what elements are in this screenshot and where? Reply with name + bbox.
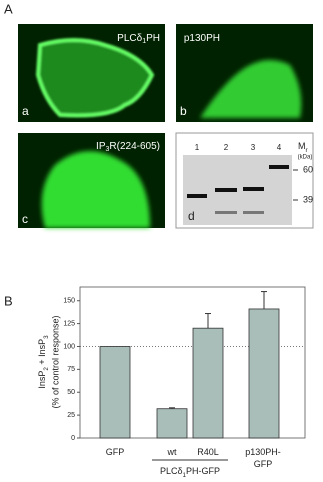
x-tick-label: GFP	[105, 447, 125, 457]
image-title-part: PH	[146, 33, 160, 44]
y-axis-label-part: 2	[43, 367, 50, 371]
y-tick-label: 100	[63, 343, 75, 350]
image-title-part: R(224-605)	[109, 141, 160, 152]
cell	[35, 38, 155, 118]
group-label-part: 1	[183, 472, 187, 479]
image-title-part: PLCδ	[117, 33, 142, 44]
mr-label: Mr	[298, 141, 308, 154]
image-letter: b	[180, 104, 187, 118]
band	[243, 211, 264, 214]
image-title-part: p130PH	[184, 33, 220, 44]
y-tick-label: 75	[67, 366, 75, 373]
band	[215, 188, 237, 192]
image-title-part: IP	[96, 141, 106, 152]
bar	[156, 408, 188, 439]
cell	[200, 60, 302, 118]
bar	[192, 327, 224, 439]
y-tick-label: 150	[63, 298, 75, 305]
lane-label: 3	[251, 143, 256, 152]
image-letter: a	[22, 104, 29, 118]
plot-frame	[79, 286, 306, 439]
image-title: IP3R(224-605)	[96, 141, 160, 154]
image-title: PLCδ1PH	[117, 33, 160, 46]
image-title-part: 1	[142, 38, 146, 45]
group-label-part: PLCδ	[160, 466, 183, 476]
lane-label: 4	[277, 143, 282, 152]
mr-label-part: M	[298, 141, 306, 151]
y-axis-label: (% of control response)	[50, 315, 60, 408]
bar	[99, 346, 131, 439]
x-tick-label: R40L	[197, 447, 219, 457]
band	[269, 165, 289, 169]
y-axis-label-part: + InsP	[37, 339, 47, 367]
band	[215, 211, 237, 214]
image-letter: c	[22, 212, 28, 226]
gel-letter: d	[188, 209, 195, 223]
band	[243, 187, 264, 191]
marker-label: 60	[303, 164, 313, 174]
band	[187, 194, 207, 198]
x-tick-label: wt	[167, 447, 177, 457]
x-tick-label: p130PH-GFP	[245, 447, 281, 469]
y-tick-label: 25	[67, 412, 75, 419]
lane-label: 2	[224, 143, 229, 152]
group-label: PLCδ1PH-GFP	[160, 466, 220, 479]
y-tick-label: 0	[71, 435, 75, 442]
panel-label: A	[4, 1, 13, 16]
y-axis-label: InsP2 + InsP3	[37, 335, 50, 389]
y-axis-label-part: 3	[43, 335, 50, 339]
bar	[248, 308, 280, 439]
group-label-part: PH-GFP	[186, 466, 220, 476]
mr-unit: (kDa)	[298, 155, 313, 161]
y-tick-label: 125	[63, 320, 75, 327]
mr-label-part: r	[306, 147, 308, 154]
panel-label: B	[4, 293, 13, 308]
lane-label: 1	[195, 143, 200, 152]
y-axis-label-part: InsP	[37, 371, 47, 389]
cell	[41, 151, 150, 228]
y-tick-label: 50	[67, 389, 75, 396]
image-title-part: 3	[106, 146, 110, 153]
image-title: p130PH	[184, 33, 220, 44]
marker-label: 39	[303, 194, 313, 204]
